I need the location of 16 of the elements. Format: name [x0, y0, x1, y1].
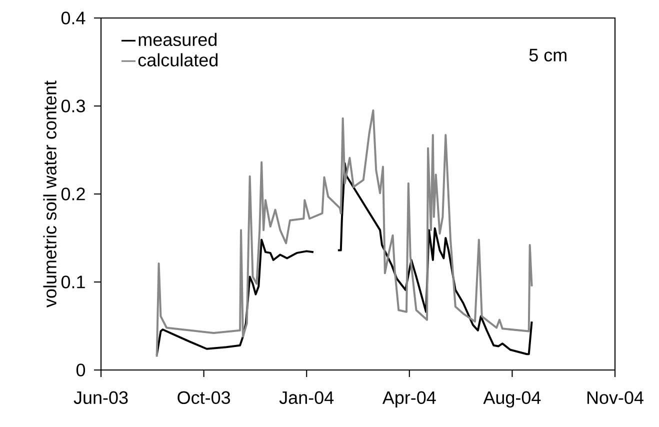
y-axis-title: volumetric soil water content [43, 80, 56, 308]
y-tick-label: 0.1 [61, 276, 85, 288]
x-tick-label: Apr-04 [382, 391, 436, 408]
y-tick-label: 0.4 [61, 12, 86, 24]
line-series [156, 109, 533, 358]
legend-label: calculated [138, 53, 218, 66]
x-tick-label: Jan-04 [279, 391, 334, 404]
annotation: 5 cm [529, 48, 566, 62]
legend-label: measured [138, 32, 216, 46]
x-tick-label: Aug-04 [483, 391, 541, 408]
y-tick-label: 0 [76, 364, 86, 376]
x-tick-label: Jun-03 [74, 391, 128, 404]
y-tick-label: 0.2 [61, 188, 85, 200]
x-tick-label: Nov-04 [587, 391, 644, 404]
x-tick-label: Oct-03 [178, 391, 230, 404]
y-tick-label: 0.3 [61, 100, 85, 112]
